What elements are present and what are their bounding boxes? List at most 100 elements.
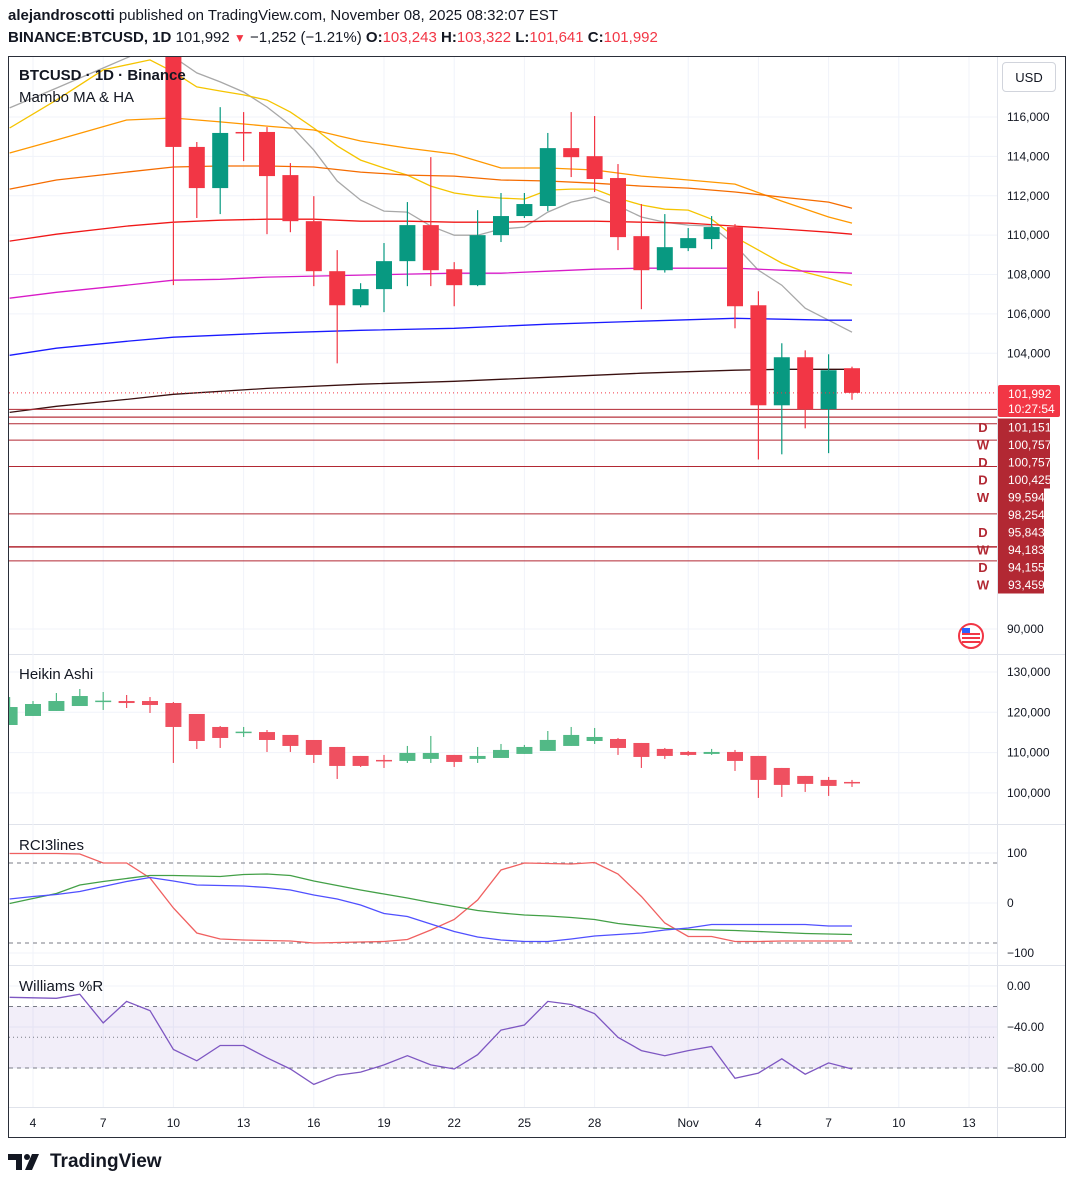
- indicator-legend[interactable]: Mambo MA & HA: [19, 89, 135, 106]
- price-y-tick-label: 106,000: [1007, 307, 1051, 321]
- moving-average-line: [9, 317, 852, 356]
- ha-y-tick-label: 130,000: [1007, 665, 1051, 679]
- rci-pane: [9, 852, 997, 944]
- level-price-label: 100,757: [1008, 438, 1052, 452]
- x-tick-label: 4: [755, 1116, 762, 1130]
- open-value: 103,243: [382, 29, 437, 46]
- high-value: 103,322: [456, 29, 512, 46]
- flag-canton: [962, 628, 970, 633]
- ha-y-tick-label: 110,000: [1007, 746, 1050, 760]
- flag-stripe: [962, 633, 980, 635]
- ha-candle-body: [422, 752, 439, 759]
- ha-candle-body: [142, 701, 158, 706]
- brand-name: TradingView: [50, 1151, 162, 1172]
- ha-candle-body: [633, 742, 650, 757]
- level-price-badge: [998, 453, 1050, 471]
- tradingview-logo-icon: [8, 1154, 39, 1170]
- level-price-label: 95,843: [1008, 526, 1045, 540]
- candle-body: [633, 236, 650, 271]
- low-value: 101,641: [529, 29, 584, 46]
- williams-y-tick-label: 0.00: [1007, 979, 1031, 993]
- candle-body: [727, 227, 743, 307]
- ha-candle-body: [188, 713, 205, 741]
- moving-average-line: [9, 57, 853, 333]
- ha-candle-body: [563, 734, 580, 746]
- currency-button[interactable]: USD: [1002, 62, 1056, 92]
- publish-info: alejandroscotti published on TradingView…: [8, 7, 558, 24]
- level-price-label: 94,183: [1008, 543, 1045, 557]
- close-value: 101,992: [603, 29, 658, 46]
- level-price-badge: [998, 436, 1050, 454]
- williams-r-line: [9, 993, 853, 1086]
- ha-candle-body: [773, 767, 790, 785]
- candle-body: [797, 357, 814, 410]
- level-price-badge: [998, 558, 1044, 576]
- williams-y-tick-label: −80.00: [1007, 1061, 1044, 1075]
- level-price-label: 93,459: [1008, 578, 1045, 592]
- x-tick-label: 16: [307, 1116, 321, 1130]
- pane-title-rci[interactable]: RCI3lines: [19, 837, 85, 854]
- candle-body: [656, 247, 673, 271]
- chart-legend-title: BTCUSD · 1D · Binance: [19, 67, 186, 84]
- x-tick-label: 13: [237, 1116, 251, 1130]
- x-tick-label: 7: [825, 1116, 832, 1130]
- level-tag: D: [978, 455, 987, 470]
- tradingview-logo[interactable]: TradingView: [8, 1151, 162, 1173]
- high-label: H:: [440, 29, 457, 46]
- candle-body: [259, 131, 275, 177]
- candle-body: [422, 225, 439, 271]
- williams-y-tick-label: −40.00: [1007, 1020, 1044, 1034]
- price-y-tick-label: 110,000: [1007, 228, 1050, 242]
- level-tag: D: [978, 473, 987, 488]
- low-label: L:: [515, 29, 530, 46]
- candle-body: [165, 57, 182, 147]
- ha-candle-body: [282, 734, 299, 746]
- ha-candle-body: [469, 755, 486, 759]
- x-tick-label: 19: [377, 1116, 391, 1130]
- ha-candle-body: [329, 746, 346, 766]
- ha-candle-body: [9, 707, 18, 725]
- author-name[interactable]: alejandroscotti: [8, 7, 115, 24]
- close-label: C:: [587, 29, 604, 46]
- x-tick-label: Nov: [678, 1116, 699, 1130]
- ha-candle-body: [493, 749, 509, 758]
- level-tag: W: [977, 578, 990, 593]
- triangle-down-icon: ▼: [233, 31, 246, 45]
- ha-candle-body: [797, 775, 814, 784]
- flag-stripe: [962, 637, 980, 639]
- price-y-tick-label: 114,000: [1007, 149, 1050, 163]
- moving-average-line: [9, 59, 853, 286]
- x-tick-label: 25: [518, 1116, 532, 1130]
- ha-candle-body: [212, 726, 229, 738]
- candle-body: [610, 178, 626, 238]
- level-price-badge: [998, 523, 1044, 541]
- rci-y-tick-label: 100: [1007, 846, 1027, 860]
- heikin-ashi-pane: [9, 689, 860, 798]
- level-price-label: 99,594: [1008, 491, 1045, 505]
- pane-title-heikin-ashi[interactable]: Heikin Ashi: [19, 666, 94, 683]
- candle-body: [680, 238, 697, 249]
- ha-candle-body: [48, 701, 65, 711]
- rci-y-tick-label: 0: [1007, 896, 1014, 910]
- ha-candle-body: [95, 700, 112, 703]
- ha-candle-body: [376, 759, 392, 762]
- pane-title-williams[interactable]: Williams %R: [19, 978, 104, 995]
- chart-frame: [8, 56, 1066, 1138]
- us-flag-icon: [958, 623, 984, 649]
- candle-body: [750, 305, 767, 406]
- candle-body: [188, 146, 205, 189]
- ha-y-tick-label: 120,000: [1007, 705, 1051, 719]
- publish-text: published on TradingView.com, November 0…: [118, 7, 559, 24]
- price-y-tick-label: 116,000: [1007, 110, 1050, 124]
- candle-body: [329, 271, 346, 306]
- price-y-tick-label: 112,000: [1007, 189, 1050, 203]
- ha-candle-body: [656, 748, 673, 756]
- ha-candle-body: [71, 696, 88, 707]
- x-tick-label: 7: [100, 1116, 107, 1130]
- candle-body: [539, 148, 556, 207]
- candle-body: [493, 216, 509, 236]
- level-tag: W: [977, 438, 990, 453]
- ha-candle-body: [118, 701, 135, 704]
- candle-body: [820, 370, 837, 410]
